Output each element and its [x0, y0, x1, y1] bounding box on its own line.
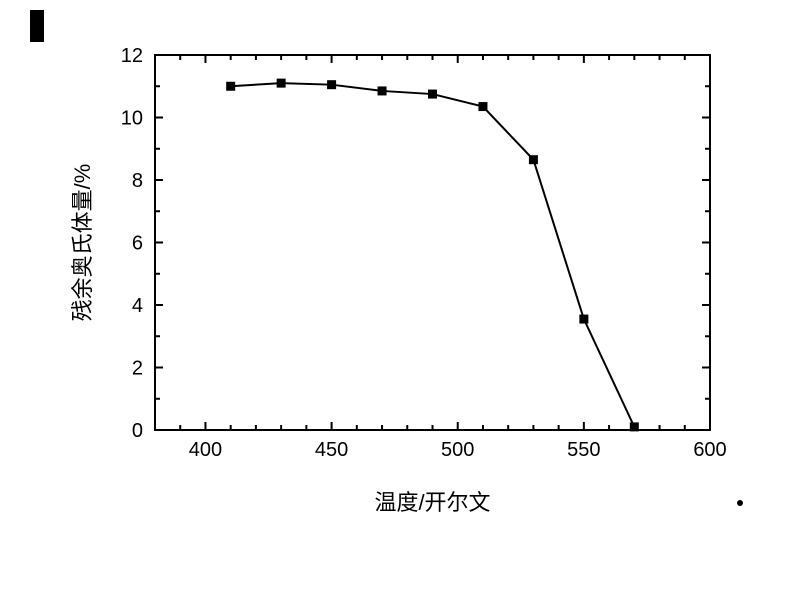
- x-tick-label: 500: [441, 439, 474, 461]
- x-axis-title: 温度/开尔文: [374, 490, 490, 515]
- y-axis-title: 残余奥氏体量/%: [70, 164, 95, 322]
- stray-dot: [737, 500, 743, 506]
- x-tick-label: 550: [567, 439, 600, 461]
- data-marker: [630, 423, 638, 431]
- y-tick-label: 2: [132, 358, 143, 380]
- data-marker: [378, 87, 386, 95]
- y-tick-label: 6: [132, 233, 143, 255]
- x-tick-label: 400: [189, 439, 222, 461]
- y-tick-label: 8: [132, 170, 143, 192]
- y-tick-label: 4: [132, 295, 143, 317]
- x-tick-label: 450: [315, 439, 348, 461]
- y-tick-label: 10: [121, 108, 143, 130]
- data-marker: [479, 103, 487, 111]
- page-edge-mark: [30, 10, 44, 42]
- data-marker: [580, 315, 588, 323]
- y-tick-label: 12: [121, 45, 143, 67]
- data-marker: [529, 156, 537, 164]
- data-marker: [328, 81, 336, 89]
- x-tick-label: 600: [693, 439, 726, 461]
- data-marker: [227, 82, 235, 90]
- y-tick-label: 0: [132, 420, 143, 442]
- line-chart: 400 450 500 550 600 0 2 4 6 8 10 12 残余奥氏体量/% 温度/开尔文: [0, 0, 800, 595]
- chart-container: 400 450 500 550 600 0 2 4 6 8 10 12 残余奥氏体量/% 温度/开尔文: [0, 0, 800, 595]
- data-marker: [429, 90, 437, 98]
- data-marker: [277, 79, 285, 87]
